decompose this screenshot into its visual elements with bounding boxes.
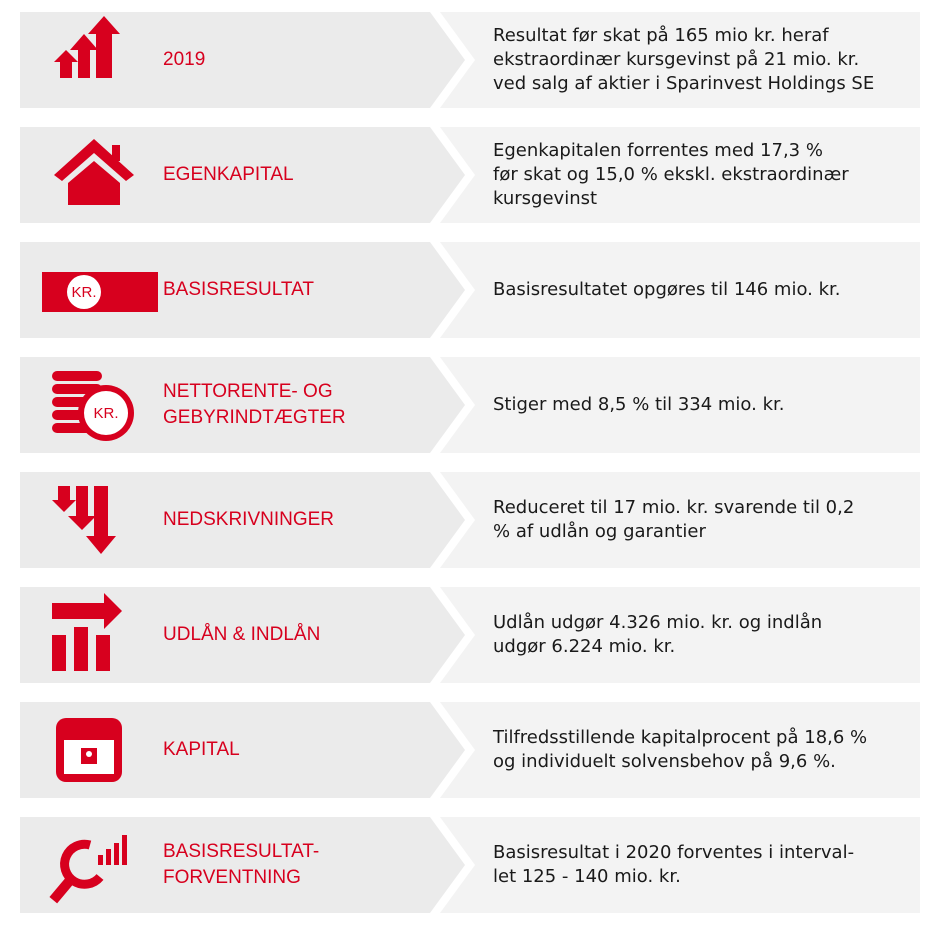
label-panel bbox=[20, 587, 465, 683]
row: KAPITAL Tilfredsstillende kapitalprocent … bbox=[20, 702, 920, 798]
row-text: Udlån udgør 4.326 mio. kr. og indlån bbox=[493, 612, 822, 633]
icon-label: KR. bbox=[71, 284, 96, 301]
row-label: KAPITAL bbox=[163, 739, 240, 760]
text-panel bbox=[440, 127, 920, 223]
row-text: Stiger med 8,5 % til 334 mio. kr. bbox=[493, 394, 784, 415]
row-text: Reduceret til 17 mio. kr. svarende til 0… bbox=[493, 497, 854, 518]
icon bbox=[68, 486, 96, 530]
text-panel bbox=[440, 242, 920, 338]
text-panel bbox=[440, 357, 920, 453]
icon bbox=[86, 751, 92, 757]
label-panel bbox=[20, 702, 465, 798]
row-text: Resultat før skat på 165 mio kr. heraf bbox=[493, 25, 829, 46]
row: 2019 Resultat før skat på 165 mio kr. her… bbox=[20, 12, 920, 108]
row-text: udgør 6.224 mio. kr. bbox=[493, 636, 675, 657]
icon bbox=[70, 34, 98, 78]
label-panel bbox=[20, 817, 465, 913]
label-panel bbox=[20, 242, 465, 338]
label-panel bbox=[20, 357, 465, 453]
text-panel bbox=[440, 702, 920, 798]
row-text: før skat og 15,0 % ekskl. ekstraordinær bbox=[493, 164, 849, 185]
icon bbox=[54, 139, 134, 181]
icon bbox=[54, 16, 120, 78]
row-text: Tilfredsstillende kapitalprocent på 18,6… bbox=[492, 727, 867, 748]
row-text: % af udlån og garantier bbox=[493, 521, 706, 542]
icon bbox=[64, 736, 114, 740]
text-panel bbox=[440, 12, 920, 108]
icon bbox=[52, 371, 102, 381]
icon bbox=[114, 843, 119, 865]
icon bbox=[112, 145, 120, 161]
icon bbox=[54, 139, 134, 205]
icon bbox=[122, 835, 127, 865]
icon bbox=[106, 849, 111, 865]
label-panel bbox=[20, 472, 465, 568]
row: NEDSKRIVNINGER Reduceret til 17 mio. kr. … bbox=[20, 472, 920, 568]
row: KR. BASISRESULTAT Basisresultatet opgøres … bbox=[20, 242, 920, 338]
icon: KR. bbox=[42, 272, 158, 312]
icon bbox=[52, 486, 76, 512]
row-label: NEDSKRIVNINGER bbox=[163, 509, 334, 530]
icon bbox=[60, 839, 104, 889]
row-label: BASISRESULTAT- bbox=[163, 841, 319, 862]
row-label: EGENKAPITAL bbox=[163, 164, 294, 185]
icon bbox=[68, 161, 120, 205]
row-label: GEBYRINDTÆGTER bbox=[163, 407, 346, 428]
icon-label: KR. bbox=[93, 405, 118, 422]
row-text: Egenkapitalen forrentes med 17,3 % bbox=[493, 140, 823, 161]
row-label: BASISRESULTAT bbox=[163, 279, 314, 300]
label-panel bbox=[20, 12, 465, 108]
row-text: Basisresultatet opgøres til 146 mio. kr. bbox=[493, 279, 840, 300]
text-panel bbox=[440, 472, 920, 568]
row-text: ved salg af aktier i Sparinvest Holdings… bbox=[493, 73, 874, 94]
icon bbox=[96, 635, 110, 671]
icon bbox=[56, 718, 122, 782]
icon bbox=[67, 275, 101, 309]
icon bbox=[52, 635, 66, 671]
icon bbox=[88, 16, 120, 78]
label-panel bbox=[20, 127, 465, 223]
row-text: Basisresultat i 2020 forventes i interva… bbox=[493, 842, 854, 863]
icon bbox=[98, 855, 103, 865]
row-label: 2019 bbox=[163, 49, 205, 70]
icon bbox=[52, 593, 122, 629]
icon bbox=[74, 627, 88, 671]
icon bbox=[52, 593, 122, 671]
row: BASISRESULTAT- FORVENTNING Basisresultat i… bbox=[20, 817, 920, 913]
row-text: og individuelt solvensbehov på 9,6 %. bbox=[493, 751, 836, 772]
row-label: FORVENTNING bbox=[163, 867, 301, 888]
row-text: kursgevinst bbox=[493, 188, 597, 209]
row-label: UDLÅN & INDLÅN bbox=[163, 624, 320, 645]
icon bbox=[52, 486, 116, 554]
row: UDLÅN & INDLÅN Udlån udgør 4.326 mio. kr.… bbox=[20, 587, 920, 683]
icon bbox=[84, 391, 128, 435]
row: EGENKAPITAL Egenkapitalen forrentes med 1… bbox=[20, 127, 920, 223]
text-panel bbox=[440, 587, 920, 683]
row-label: NETTORENTE- OG bbox=[163, 381, 333, 402]
icon bbox=[54, 50, 78, 78]
row-text: let 125 - 140 mio. kr. bbox=[493, 866, 681, 887]
row: KR. NETTORENTE- OG GEBYRINDTÆGTER Stiger me… bbox=[20, 357, 920, 453]
icon bbox=[49, 835, 127, 904]
row-text: ekstraordinær kursgevinst på 21 mio. kr. bbox=[493, 49, 859, 70]
icon bbox=[86, 486, 116, 554]
icon bbox=[49, 878, 73, 904]
text-panel bbox=[440, 817, 920, 913]
icon: KR. bbox=[52, 371, 134, 441]
